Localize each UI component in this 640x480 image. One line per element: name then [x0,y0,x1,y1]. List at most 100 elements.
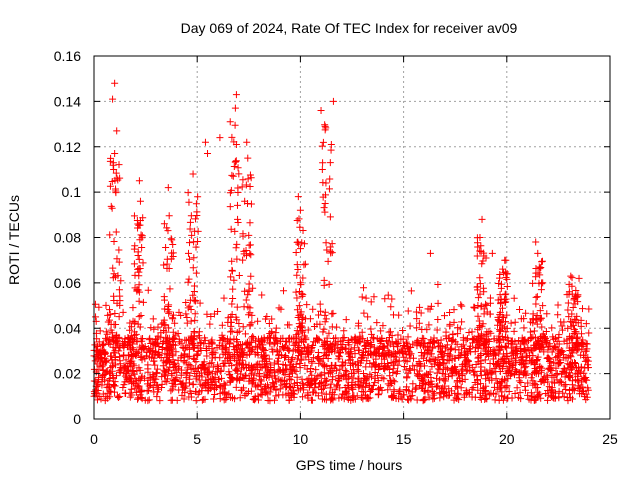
data-point [122,356,130,364]
data-point [227,328,235,336]
data-point [318,166,326,174]
data-point [218,345,226,353]
data-point [121,389,129,397]
data-point [569,303,577,311]
data-point [409,362,417,370]
data-point [288,363,296,371]
data-point [388,380,396,388]
data-point [201,366,209,374]
data-point [424,379,432,387]
data-point [109,374,117,382]
data-point [111,388,119,396]
data-point [442,332,450,340]
data-point [184,278,192,286]
data-point [256,340,264,348]
data-point [406,322,414,330]
data-point [149,315,157,323]
data-point [575,384,583,392]
data-point [387,328,395,336]
data-point [481,388,489,396]
data-point [267,384,275,392]
data-point [369,334,377,342]
x-tick-label: 0 [90,431,98,447]
data-point [270,396,278,404]
data-point [367,349,375,357]
data-point [159,362,167,370]
data-point [388,392,396,400]
data-point [242,247,250,255]
data-point [214,307,222,315]
data-point [535,341,543,349]
data-point [312,366,320,374]
data-point [508,363,516,371]
data-point [279,334,287,342]
data-point [164,227,172,235]
data-point [227,374,235,382]
data-point [311,384,319,392]
data-point [538,364,546,372]
data-point [194,238,202,246]
data-point [345,349,353,357]
data-point [184,364,192,372]
data-point [460,336,468,344]
data-point [462,358,470,366]
data-point [440,351,448,359]
data-point [480,305,488,313]
data-point [477,351,485,359]
data-point [109,159,117,167]
data-point [527,396,535,404]
data-point [239,323,247,331]
data-point [119,339,127,347]
data-point [187,317,195,325]
data-point [293,261,301,269]
chart-title: Day 069 of 2024, Rate Of TEC Index for r… [181,20,518,36]
data-point [315,356,323,364]
data-point [245,377,253,385]
data-point [383,342,391,350]
data-point [385,366,393,374]
data-point [402,338,410,346]
data-point [427,350,435,358]
data-point [249,284,257,292]
data-point [474,386,482,394]
data-point [394,367,402,375]
data-point [391,378,399,386]
data-point [271,339,279,347]
data-point [261,315,269,323]
data-point [405,387,413,395]
data-point [477,380,485,388]
data-point [119,352,127,360]
data-point [247,200,255,208]
data-point [497,327,505,335]
data-point [287,389,295,397]
data-point [496,291,504,299]
data-point [565,313,573,321]
data-point [115,347,123,355]
data-point [212,368,220,376]
data-point [189,291,197,299]
data-point [158,383,166,391]
data-point [350,344,358,352]
data-point [235,272,243,280]
data-point [325,344,333,352]
data-point [177,352,185,360]
data-point [165,265,173,273]
data-point [98,381,106,389]
data-point [94,378,102,386]
data-point [115,367,123,375]
data-point [510,327,518,335]
data-point [295,302,303,310]
data-point [544,373,552,381]
data-point [506,359,514,367]
data-point [169,341,177,349]
data-point [232,313,240,321]
data-point [139,259,147,267]
data-point [186,302,194,310]
data-point [321,208,329,216]
data-point [320,204,328,212]
data-point [183,369,191,377]
data-point [328,376,336,384]
data-point [244,291,252,299]
data-point [248,319,256,327]
data-point [248,311,256,319]
